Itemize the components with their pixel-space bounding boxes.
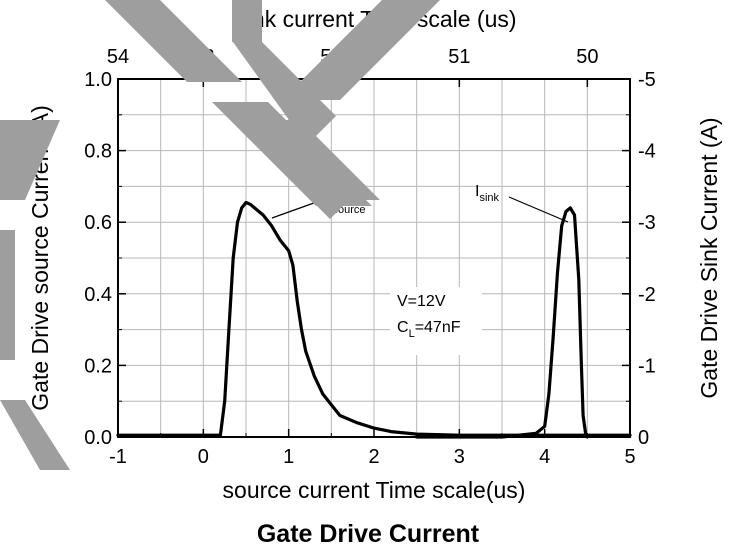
axis-ticks: -101234554535251500.00.20.40.60.81.00-1-…: [84, 46, 656, 468]
grid: [118, 79, 630, 437]
watermark-band-3: [233, 42, 336, 145]
y-axis-right-title: Gate Drive Sink Current (A): [696, 117, 722, 398]
plot-frame: [117, 78, 631, 438]
voltage-annotation: V=12V: [397, 293, 446, 310]
x-tick-label: 5: [624, 446, 635, 468]
watermark-band-10: [0, 400, 70, 470]
watermark-band-2: [232, 0, 262, 42]
load-cap-rest: =47nF: [415, 319, 461, 336]
y-left-tick-label: 0.4: [84, 284, 112, 306]
y-left-tick-label: 0.0: [84, 427, 112, 449]
y-right-tick-label: 0: [638, 427, 649, 449]
y-right-tick-label: -1: [638, 355, 656, 377]
sink-annotation-sub: sink: [479, 192, 499, 204]
watermark-band-4: [282, 0, 440, 100]
load-cap-annotation: CL=47nF: [397, 319, 461, 340]
watermark-band-9: [0, 230, 15, 360]
y-right-tick-label: -5: [638, 69, 656, 91]
y-left-tick-label: 0.2: [84, 355, 112, 377]
watermark-bands: [0, 0, 440, 470]
y-right-tick-label: -4: [638, 141, 656, 163]
load-cap-main: C: [397, 319, 409, 336]
y-right-tick-label: -2: [638, 284, 656, 306]
watermark-band-1: [105, 0, 242, 82]
x-tick-label: 2: [368, 446, 379, 468]
watermark-band-7: [254, 119, 354, 219]
x-tick-label: 4: [539, 446, 550, 468]
top-tick-label: 54: [107, 46, 129, 68]
series-lines: [116, 200, 632, 439]
top-tick-label: 50: [576, 46, 598, 68]
x-tick-label: 1: [283, 446, 294, 468]
x-tick-label: -1: [109, 446, 127, 468]
sink-annotation: Isink: [475, 183, 500, 204]
series-line-sink: [415, 206, 589, 439]
top-tick-label: 51: [448, 46, 470, 68]
x-tick-label: 0: [198, 446, 209, 468]
load-cap-sub: L: [409, 328, 415, 340]
watermark-band-8: [0, 120, 60, 200]
sink-leader-line: [508, 196, 569, 223]
chart-title: Gate Drive Current: [257, 520, 480, 548]
x-tick-label: 3: [454, 446, 465, 468]
sink-annotation-main: I: [475, 183, 479, 200]
y-right-tick-label: -3: [638, 212, 656, 234]
y-left-tick-label: 1.0: [84, 69, 112, 91]
conditions-box: [390, 287, 482, 355]
y-left-tick-label: 0.8: [84, 141, 112, 163]
y-left-tick-label: 0.6: [84, 212, 112, 234]
series-line-source: [116, 200, 632, 437]
x-axis-title: source current Time scale(us): [223, 477, 526, 503]
